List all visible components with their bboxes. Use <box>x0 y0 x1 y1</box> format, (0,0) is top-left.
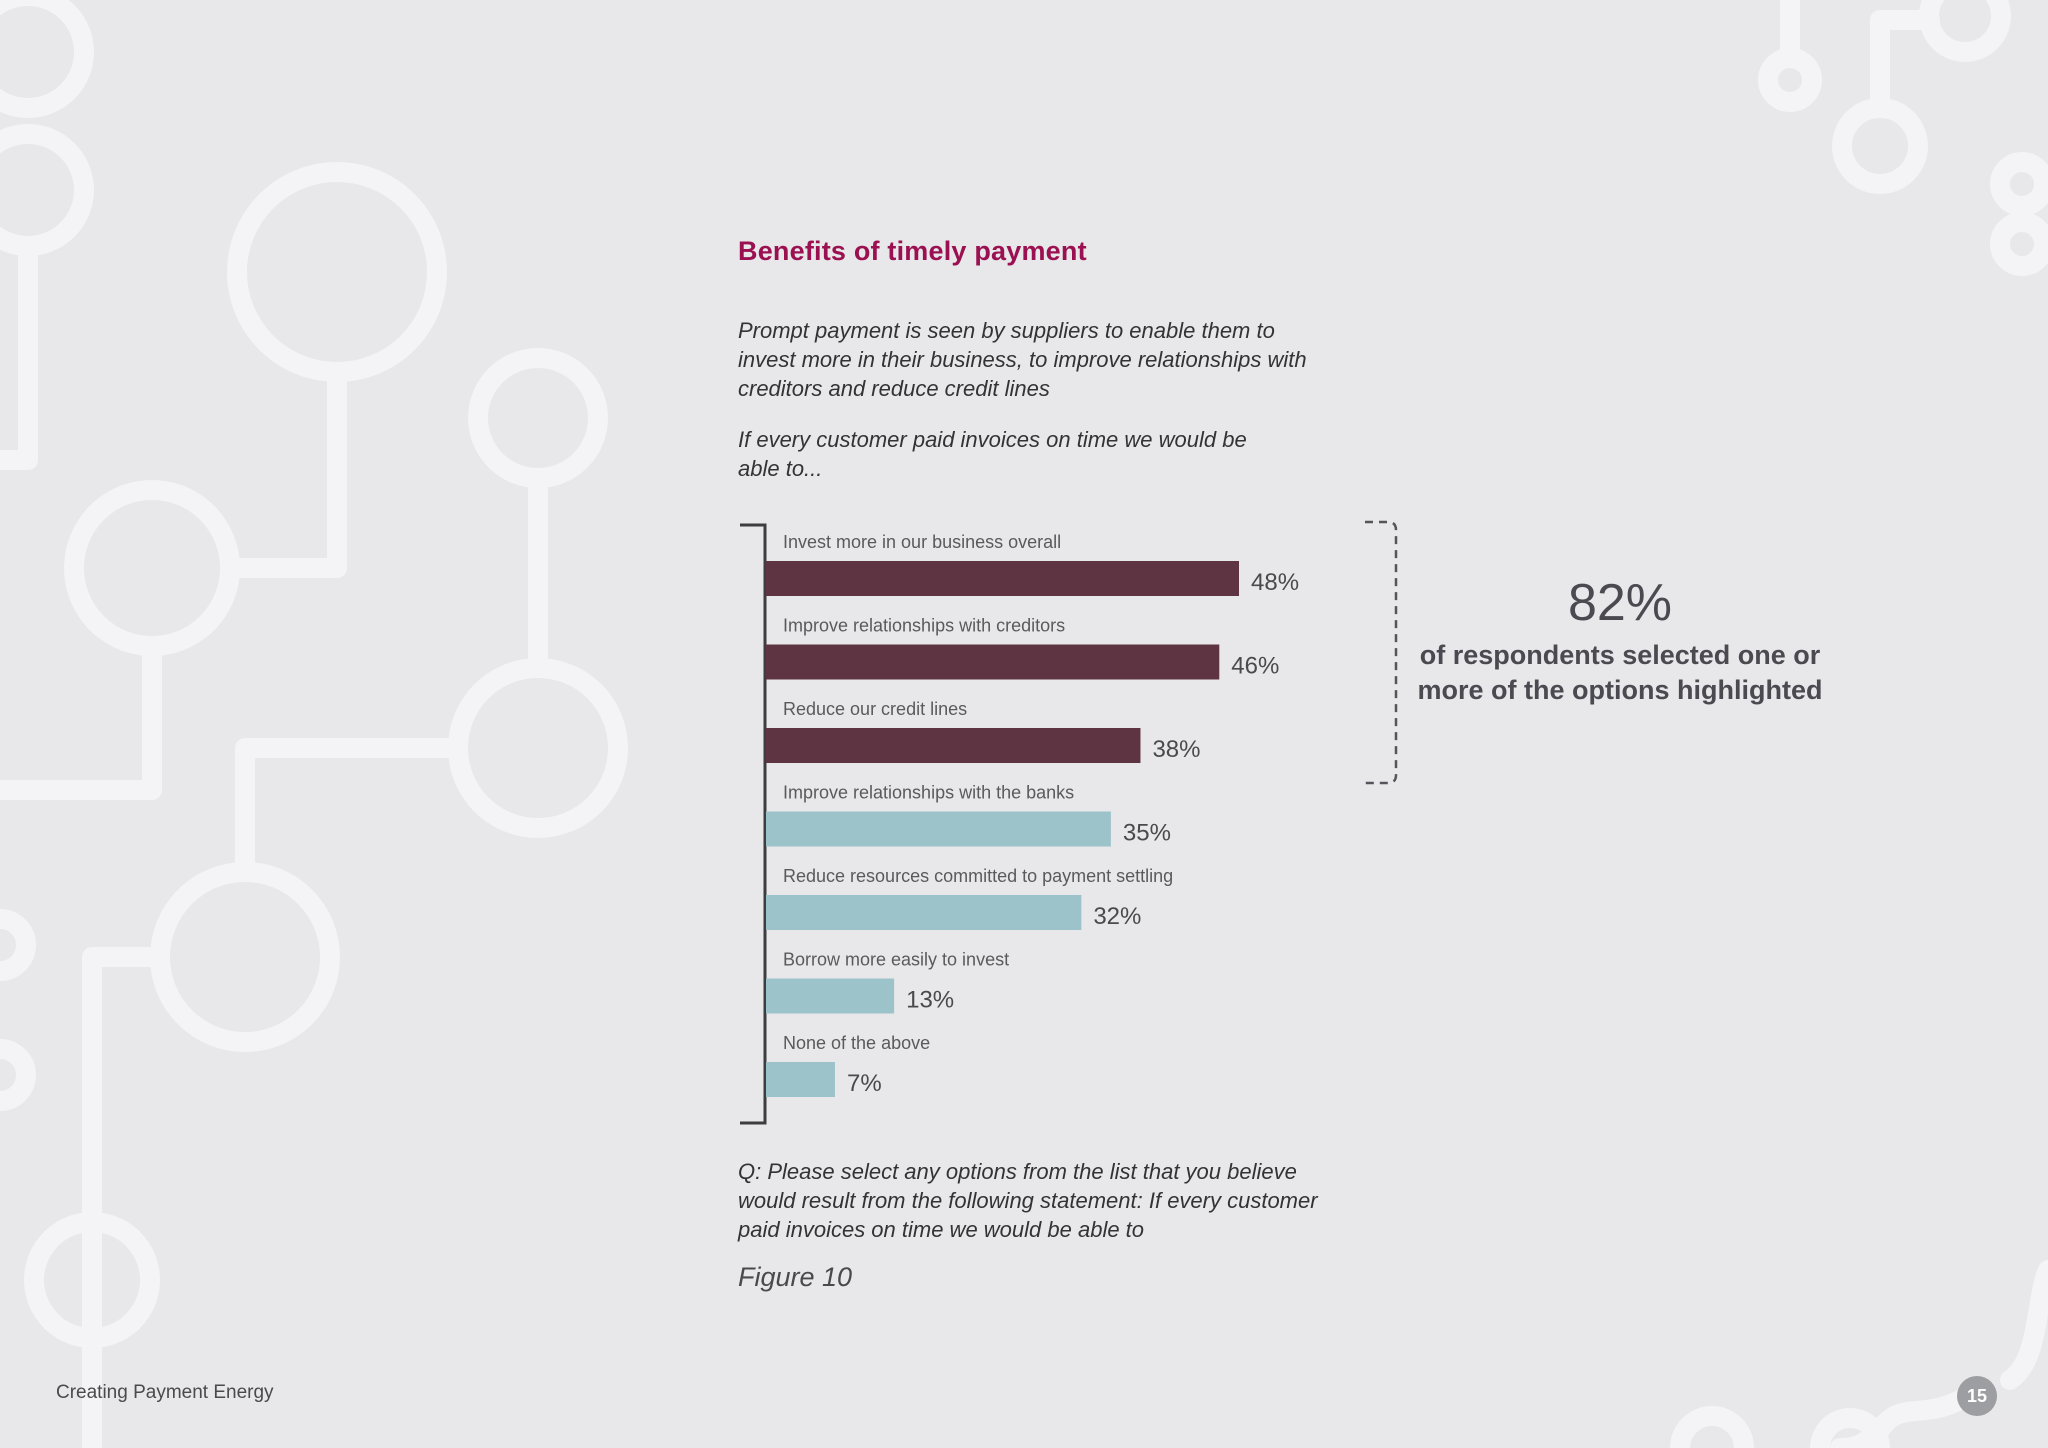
bars: Invest more in our business overall 48% Im… <box>766 532 1299 1097</box>
bar <box>766 728 1141 763</box>
footer-title: Creating Payment Energy <box>56 1382 274 1403</box>
bar-category-label: Reduce resources committed to payment se… <box>783 866 1173 886</box>
highlight-bracket <box>1365 520 1398 785</box>
bar <box>766 561 1239 596</box>
bar-category-label: Borrow more easily to invest <box>783 950 1009 970</box>
bar-value-label: 13% <box>906 987 954 1014</box>
figure-label: Figure 10 <box>738 1262 853 1292</box>
callout-text: of respondents selected one or more of t… <box>1417 640 1823 705</box>
callout: 82% of respondents selected one or more … <box>1410 568 1830 708</box>
intro-paragraph: Prompt payment is seen by suppliers to e… <box>738 318 1307 401</box>
bar-category-label: Improve relationships with creditors <box>783 616 1065 636</box>
section-title: Benefits of timely payment <box>738 236 1087 266</box>
page-number: 15 <box>1957 1376 1997 1416</box>
bar <box>766 1062 835 1097</box>
bar-category-label: Reduce our credit lines <box>783 699 967 719</box>
bar-category-label: Improve relationships with the banks <box>783 783 1074 803</box>
bar-value-label: 32% <box>1093 903 1141 930</box>
bar <box>766 978 895 1014</box>
bar-category-label: Invest more in our business overall <box>783 532 1061 552</box>
chart-left-bracket <box>740 523 767 1125</box>
survey-question: Q: Please select any options from the li… <box>738 1159 1318 1242</box>
bar-category-label: None of the above <box>783 1033 930 1053</box>
bar <box>766 895 1082 930</box>
bar <box>766 811 1111 847</box>
callout-percentage: 82% <box>1567 574 1673 632</box>
bar <box>766 644 1220 680</box>
bar-value-label: 7% <box>847 1070 882 1097</box>
bar-value-label: 38% <box>1152 736 1200 763</box>
bar-value-label: 48% <box>1251 569 1299 596</box>
chart-lead-in: If every customer paid invoices on time … <box>738 427 1247 481</box>
bar-value-label: 35% <box>1123 820 1171 847</box>
bar-value-label: 46% <box>1231 653 1279 680</box>
